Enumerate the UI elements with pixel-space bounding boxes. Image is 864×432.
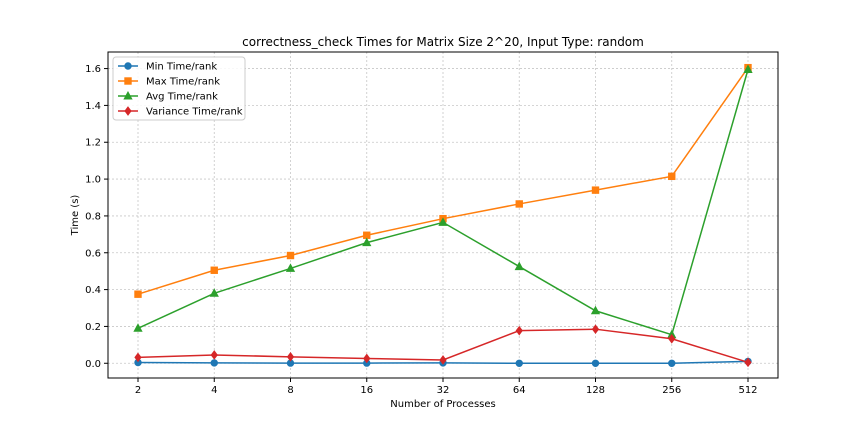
data-point xyxy=(438,217,448,226)
y-tick-label: 1.4 xyxy=(85,101,101,112)
data-point xyxy=(286,251,295,260)
data-point xyxy=(363,353,371,364)
data-point xyxy=(209,288,219,297)
data-point xyxy=(363,231,371,239)
data-point xyxy=(362,237,372,247)
data-point xyxy=(591,186,600,194)
y-tick-label: 1.6 xyxy=(85,64,101,75)
data-point xyxy=(285,263,296,272)
x-tick-label: 512 xyxy=(738,385,757,396)
y-tick-label: 1.0 xyxy=(85,175,101,186)
legend-label: Variance Time/rank xyxy=(146,107,243,118)
series-avg-time-rank xyxy=(133,64,753,339)
data-point xyxy=(515,200,523,208)
x-tick-label: 32 xyxy=(437,385,450,396)
legend-box xyxy=(112,56,246,121)
data-point xyxy=(134,352,142,363)
y-tick-label: 0.2 xyxy=(85,322,101,333)
legend: Min Time/rank Max Time/rank Avg Time/rank V… xyxy=(112,56,246,121)
y-tick-label: 1.2 xyxy=(85,138,101,149)
data-point xyxy=(591,359,600,367)
data-point xyxy=(668,333,676,344)
data-point xyxy=(743,64,753,73)
data-point xyxy=(515,359,523,367)
y-tick-label: 0.6 xyxy=(85,248,101,259)
x-tick-label: 4 xyxy=(211,385,217,396)
x-tick-label: 16 xyxy=(360,385,373,396)
data-point xyxy=(514,261,524,271)
legend-marker xyxy=(124,106,132,116)
legend-label: Max Time/rank xyxy=(146,77,220,88)
data-point xyxy=(591,324,600,335)
data-point xyxy=(210,359,218,367)
chart-title: correctness_check Times for Matrix Size … xyxy=(242,35,644,49)
data-point xyxy=(286,351,295,362)
data-point xyxy=(439,355,447,365)
data-point xyxy=(590,305,601,315)
data-point xyxy=(134,290,142,298)
y-tick-label: 0.4 xyxy=(85,285,101,296)
y-tick-label: 0.8 xyxy=(85,211,101,222)
series-group xyxy=(133,63,753,368)
x-axis-title: Number of Processes xyxy=(390,399,495,410)
y-tick-label: 0.0 xyxy=(85,359,101,370)
legend-label: Min Time/rank xyxy=(146,62,217,73)
legend-item: Max Time/rank xyxy=(118,77,220,88)
x-tick-label: 2 xyxy=(135,385,141,396)
data-point xyxy=(210,266,218,274)
x-axis: 2 4 8 16 32 64 128 256 512 xyxy=(135,378,758,396)
legend-item: Avg Time/rank xyxy=(118,90,218,103)
legend-marker xyxy=(123,90,133,100)
series-variance-time-rank xyxy=(134,324,752,368)
y-axis: 0.0 0.2 0.4 0.6 0.8 1.0 1.2 1.4 1.6 xyxy=(85,64,108,370)
x-tick-label: 64 xyxy=(513,385,526,396)
legend-marker xyxy=(124,62,132,70)
legend-marker xyxy=(124,77,132,85)
x-tick-label: 8 xyxy=(287,385,293,396)
data-point xyxy=(515,325,523,336)
data-point xyxy=(744,357,752,368)
data-point xyxy=(668,172,676,181)
data-point xyxy=(668,359,676,367)
legend-label: Avg Time/rank xyxy=(146,92,218,103)
legend-item: Min Time/rank xyxy=(118,62,217,73)
x-tick-label: 128 xyxy=(586,385,605,396)
data-point xyxy=(210,350,218,360)
y-axis-title: Time (s) xyxy=(70,195,81,237)
legend-item: Variance Time/rank xyxy=(118,106,243,118)
x-tick-label: 256 xyxy=(662,385,681,396)
data-point xyxy=(133,323,143,332)
